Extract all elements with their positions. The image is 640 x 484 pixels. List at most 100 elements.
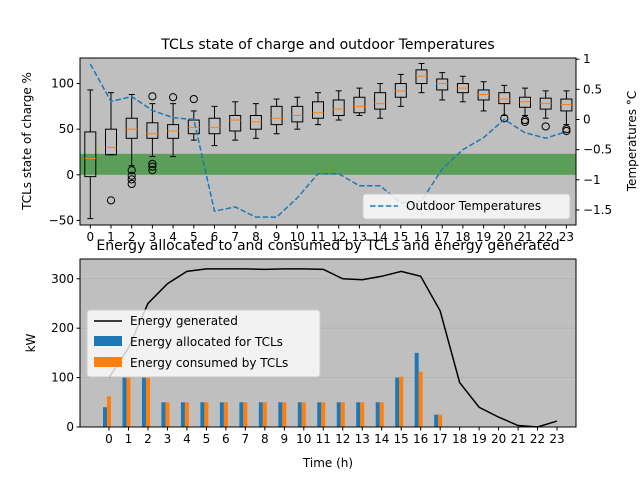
- bottom-x-tick-label: 15: [394, 432, 409, 446]
- bar-energy-allocated-hour-12: [336, 402, 341, 427]
- top-x-tick-label: 16: [414, 230, 429, 244]
- top-x-tick-label: 17: [435, 230, 450, 244]
- box-plot-hour-6: [208, 105, 221, 147]
- bottom-plot-frame: [79, 258, 577, 428]
- bar-energy-consumed-hour-6: [223, 402, 228, 427]
- legend-swatch-energy-consumed: [94, 357, 122, 367]
- bar-energy-allocated-hour-3: [161, 402, 166, 427]
- top-x-tick-label: 18: [455, 230, 470, 244]
- bottom-x-tick-label: 16: [413, 432, 428, 446]
- box-plot-hour-13: [353, 87, 366, 116]
- legend-swatch-energy-allocated: [94, 336, 122, 346]
- bar-energy-allocated-hour-5: [200, 402, 205, 427]
- box-iqr: [332, 99, 345, 116]
- bottom-x-tick-label: 6: [222, 432, 230, 446]
- box-plot-hour-15: [394, 73, 407, 107]
- outdoor-temperatures-line: [89, 63, 567, 218]
- box-plot-hour-5: [187, 94, 200, 141]
- bar-energy-consumed-hour-4: [184, 402, 189, 427]
- bar-energy-consumed-hour-15: [399, 376, 404, 427]
- bottom-x-tick-label: 7: [242, 432, 250, 446]
- bottom-x-tick-label: 23: [549, 432, 564, 446]
- bottom-x-tick-label: 5: [203, 432, 211, 446]
- top-x-tick-label: 0: [86, 230, 94, 244]
- bottom-x-tick-label: 13: [355, 432, 370, 446]
- box-plot-hour-23: [560, 90, 573, 136]
- bottom-x-tick-label: 20: [491, 432, 506, 446]
- box-iqr: [229, 114, 242, 132]
- top-x-tick-label: 11: [310, 230, 325, 244]
- bar-energy-consumed-hour-11: [321, 402, 326, 427]
- top-x-tick-label: 12: [331, 230, 346, 244]
- bar-energy-allocated-hour-14: [375, 402, 380, 427]
- top-y2-tick-label: −0.5: [583, 143, 612, 157]
- bottom-x-tick-label: 21: [510, 432, 525, 446]
- top-x-tick-label: 1: [107, 230, 115, 244]
- box-plot-hour-3: [146, 92, 159, 175]
- top-y2-axis-label: Temperatures °C: [625, 91, 639, 192]
- bottom-x-tick-label: 8: [261, 432, 269, 446]
- bottom-y-tick-label: 200: [51, 321, 74, 335]
- top-chart-title: TCLs state of charge and outdoor Tempera…: [160, 37, 494, 53]
- box-plot-hour-10: [291, 96, 304, 130]
- box-flier: [169, 93, 178, 102]
- bar-energy-consumed-hour-7: [243, 402, 248, 427]
- box-flier: [189, 94, 198, 104]
- box-plot-hour-9: [270, 98, 283, 135]
- bar-energy-consumed-hour-9: [282, 402, 287, 427]
- bottom-y-tick-label: 0: [66, 420, 74, 434]
- top-x-tick-label: 13: [352, 230, 367, 244]
- box-flier: [148, 92, 157, 101]
- box-iqr: [291, 105, 304, 123]
- box-flier: [562, 126, 571, 136]
- box-flier: [106, 196, 116, 205]
- box-plot-hour-22: [539, 90, 552, 131]
- bottom-x-tick-label: 1: [125, 432, 133, 446]
- bar-energy-allocated-hour-2: [141, 377, 146, 427]
- box-plot-hour-8: [249, 103, 262, 139]
- bottom-chart-title: Energy allocated to and consumed by TCLs…: [96, 238, 559, 254]
- bar-energy-allocated-hour-7: [239, 402, 244, 427]
- box-iqr: [146, 122, 159, 139]
- box-flier: [127, 166, 136, 175]
- bottom-legend-box: [86, 309, 321, 378]
- bottom-x-tick-label: 12: [335, 432, 350, 446]
- bar-energy-allocated-hour-10: [297, 402, 302, 427]
- box-iqr: [84, 131, 97, 178]
- bar-energy-allocated-hour-13: [356, 402, 361, 427]
- bottom-x-tick-label: 0: [105, 432, 113, 446]
- bar-energy-allocated-hour-9: [278, 402, 283, 427]
- box-flier: [148, 159, 157, 168]
- box-plot-hour-16: [415, 62, 428, 94]
- bar-energy-allocated-hour-4: [180, 402, 185, 427]
- box-iqr: [105, 128, 117, 156]
- energy-generated-line: [108, 268, 558, 428]
- top-x-tick-label: 3: [149, 230, 157, 244]
- top-x-tick-label: 9: [273, 230, 281, 244]
- box-iqr: [125, 117, 138, 139]
- top-y-tick-label: 0: [66, 168, 74, 182]
- box-flier: [127, 175, 136, 184]
- box-flier: [541, 122, 550, 131]
- bottom-x-tick-label: 11: [316, 432, 331, 446]
- box-plot-hour-17: [436, 72, 449, 101]
- bar-energy-allocated-hour-1: [122, 377, 127, 427]
- bar-energy-allocated-hour-16: [414, 352, 419, 427]
- box-iqr: [436, 78, 449, 91]
- top-chart: TCLs state of charge and outdoor Tempera…: [20, 37, 639, 244]
- bottom-x-tick-label: 19: [471, 432, 486, 446]
- top-x-tick-label: 23: [559, 230, 574, 244]
- box-flier: [127, 171, 136, 180]
- box-flier: [520, 117, 530, 126]
- box-plot-hour-14: [374, 83, 387, 119]
- top-y2-tick-label: 1: [583, 52, 591, 66]
- box-plot-hour-2: [125, 94, 138, 189]
- bottom-x-tick-label: 22: [530, 432, 545, 446]
- box-plot-hour-1: [105, 92, 117, 205]
- box-iqr: [353, 96, 366, 114]
- box-iqr: [270, 105, 283, 126]
- top-x-tick-label: 21: [517, 230, 532, 244]
- box-plot-hour-0: [84, 89, 97, 220]
- box-plot-hour-19: [477, 81, 490, 112]
- top-y2-tick-label: −1.5: [583, 203, 612, 217]
